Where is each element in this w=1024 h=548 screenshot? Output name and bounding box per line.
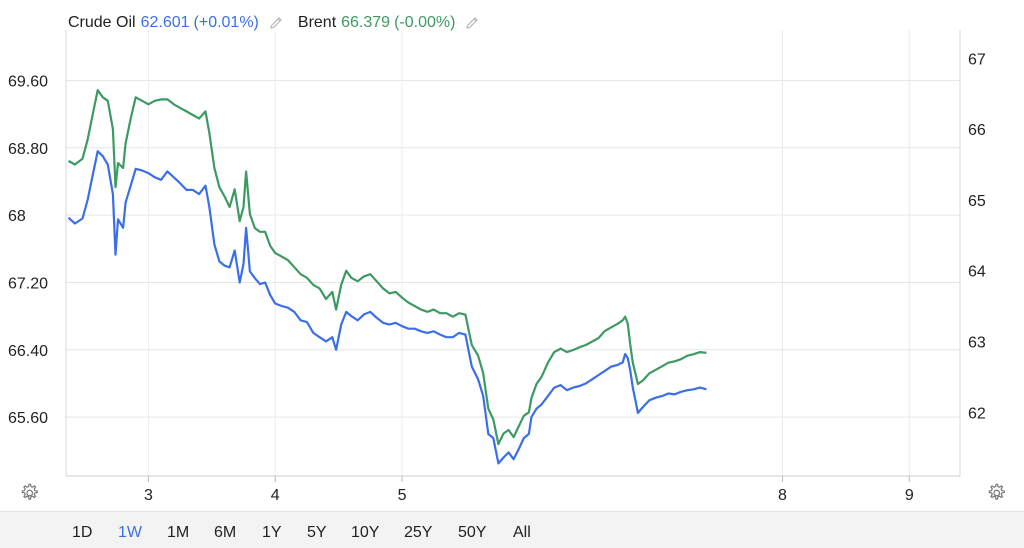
range-button-50y[interactable]: 50Y xyxy=(458,524,487,541)
legend-series-value: 62.601 xyxy=(140,14,190,31)
range-button-1w[interactable]: 1W xyxy=(118,524,142,541)
gear-icon[interactable] xyxy=(18,482,40,504)
series-line-crude-oil xyxy=(67,150,707,465)
left-tick-label: 65.60 xyxy=(8,410,48,427)
x-tick-label: 3 xyxy=(144,487,153,504)
range-button-all[interactable]: All xyxy=(513,524,531,541)
series-lines xyxy=(67,89,707,465)
right-tick-label: 66 xyxy=(968,122,986,139)
range-button-10y[interactable]: 10Y xyxy=(351,524,380,541)
left-tick-label: 66.40 xyxy=(8,343,48,360)
legend-series-name: Crude Oil xyxy=(68,14,136,31)
range-button-1d[interactable]: 1D xyxy=(72,524,93,541)
left-tick-label: 68 xyxy=(8,208,26,225)
range-button-1m[interactable]: 1M xyxy=(167,524,190,541)
legend-series-name: Brent xyxy=(297,14,337,31)
x-tick-label: 9 xyxy=(905,487,914,504)
right-tick-label: 67 xyxy=(968,51,986,68)
x-tick-label: 4 xyxy=(271,487,280,504)
right-tick-label: 65 xyxy=(968,193,986,210)
right-tick-label: 63 xyxy=(968,334,986,351)
legend-series-change: (+0.01%) xyxy=(193,14,259,31)
pencil-icon[interactable] xyxy=(464,15,480,31)
range-button-1y[interactable]: 1Y xyxy=(262,524,282,541)
legend-series-change: (-0.00%) xyxy=(394,14,456,31)
axis-ticks: 69.60 68.80 68 67.20 66.40 65.60 67 66 65 64 63 62 3… xyxy=(8,51,986,504)
legend-item-brent[interactable]: Brent 66.379 (-0.00%) xyxy=(298,14,481,32)
series-line-brent xyxy=(67,89,707,446)
left-tick-label: 69.60 xyxy=(8,73,48,90)
legend-series-value: 66.379 xyxy=(341,14,391,31)
legend: Crude Oil 62.601 (+0.01%) Brent 66.379 (… xyxy=(68,14,494,32)
right-tick-label: 64 xyxy=(968,264,986,281)
range-button-25y[interactable]: 25Y xyxy=(404,524,433,541)
gear-icon[interactable] xyxy=(985,482,1007,504)
left-tick-label: 67.20 xyxy=(8,275,48,292)
range-button-6m[interactable]: 6M xyxy=(214,524,237,541)
right-tick-label: 62 xyxy=(968,405,986,422)
legend-item-crude-oil[interactable]: Crude Oil 62.601 (+0.01%) xyxy=(68,14,284,32)
pencil-icon[interactable] xyxy=(268,15,284,31)
left-tick-label: 68.80 xyxy=(8,141,48,158)
x-tick-label: 8 xyxy=(778,487,787,504)
x-tick-label: 5 xyxy=(398,487,407,504)
range-button-5y[interactable]: 5Y xyxy=(307,524,327,541)
grid-lines xyxy=(65,30,961,482)
range-selector: 1D 1W 1M 6M 1Y 5Y 10Y 25Y 50Y All xyxy=(0,511,1024,548)
